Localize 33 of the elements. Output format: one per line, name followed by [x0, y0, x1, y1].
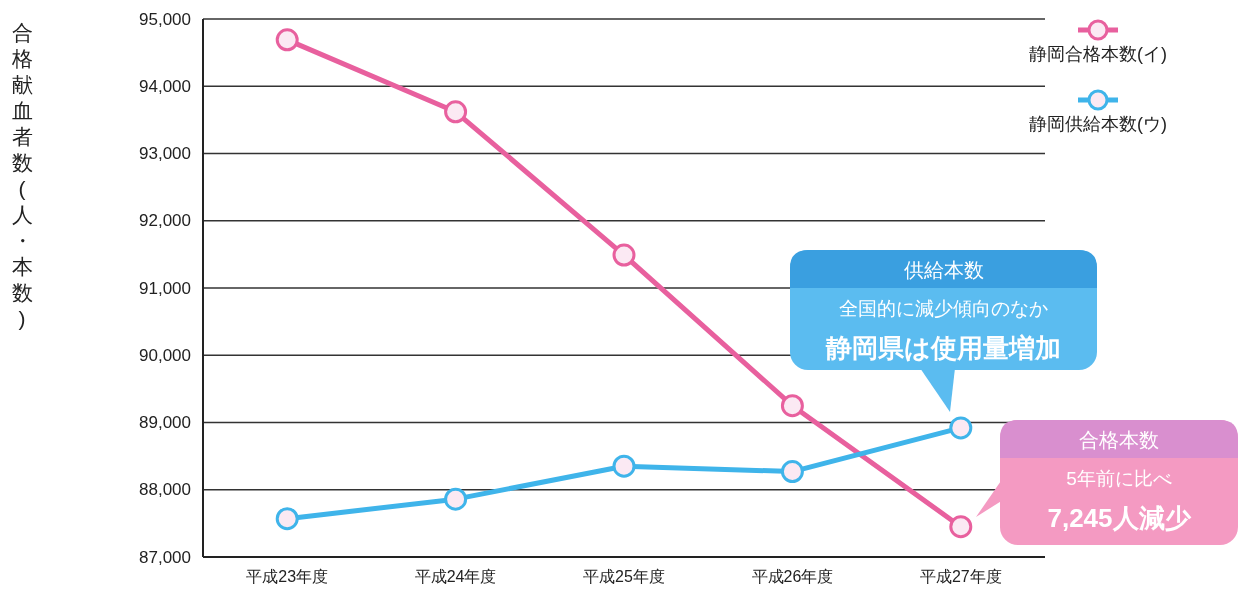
point: [275, 28, 299, 52]
annotation: 静岡県は使用量増加: [825, 333, 1061, 363]
legend-label: 静岡供給本数(ウ): [1029, 114, 1167, 134]
y-tick-label: 87,000: [139, 547, 191, 567]
point: [780, 394, 804, 418]
x-tick-label: 平成23年度: [246, 568, 329, 585]
y-tick-label: 91,000: [139, 278, 191, 298]
point: [444, 100, 468, 124]
y-tick-label: 92,000: [139, 211, 191, 231]
point: [949, 416, 973, 440]
legend-label: 静岡合格本数(イ): [1029, 44, 1167, 64]
point: [612, 454, 636, 478]
y-tick-label: 95,000: [139, 9, 191, 29]
annotation: 供給本数: [903, 259, 984, 281]
y-tick-label: 89,000: [139, 413, 191, 432]
x-tick-label: 平成26年度: [751, 568, 834, 585]
y-tick-label: 90,000: [139, 345, 191, 365]
point: [612, 243, 636, 267]
text: 合格本数: [1079, 429, 1159, 451]
x-tick-label: 平成27年度: [919, 568, 1002, 585]
y-tick-label: 88,000: [139, 480, 191, 500]
text: 合格献血者数(人・本数): [11, 21, 33, 330]
point: [780, 460, 804, 484]
annotation: 全国的に減少傾向のなか: [839, 298, 1048, 319]
point: [949, 515, 973, 539]
text: 7,245人減少: [1047, 503, 1192, 533]
y-tick-label: 94,000: [139, 76, 191, 96]
x-tick-label: 平成24年度: [414, 568, 497, 585]
point: [444, 487, 468, 511]
y-tick-label: 93,000: [139, 144, 191, 163]
text: 5年前に比べ: [1066, 468, 1172, 489]
point: [275, 507, 299, 531]
x-tick-label: 平成25年度: [583, 568, 665, 585]
